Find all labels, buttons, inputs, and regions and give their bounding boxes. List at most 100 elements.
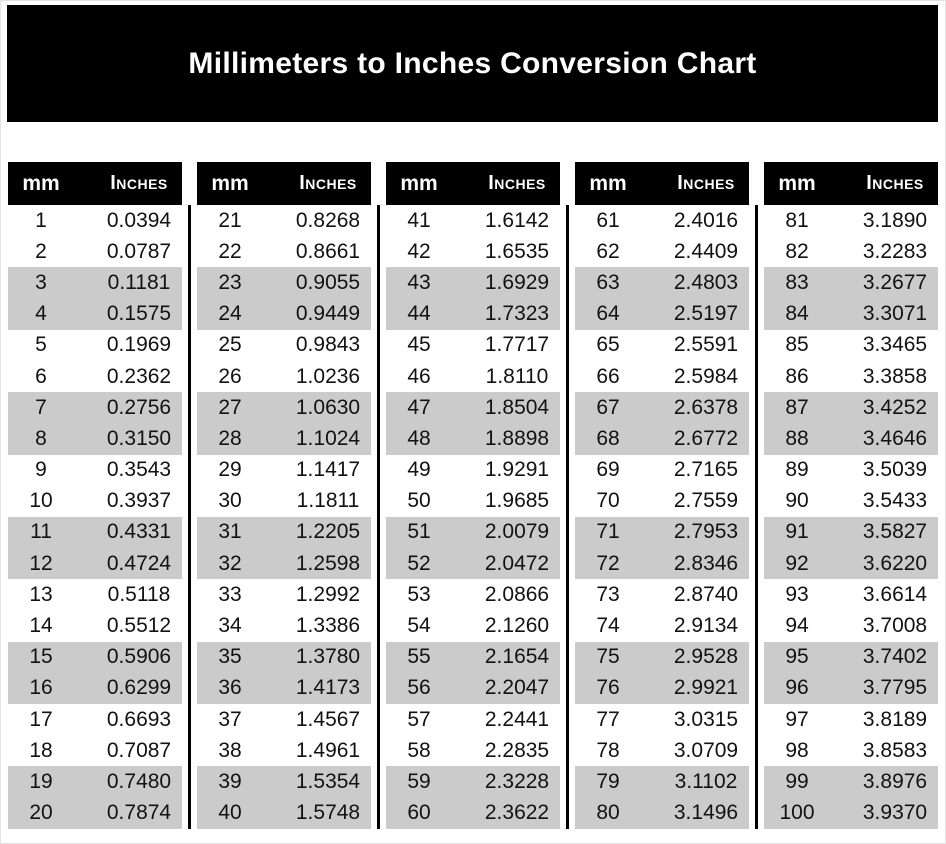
inches-cell: 2.6378 [673,395,739,419]
table-row: 22 0.8661 [197,236,371,267]
mm-cell: 40 [218,801,242,825]
mm-cell: 5 [35,333,47,357]
table-row: 43 1.6929 [386,267,560,299]
mm-cell: 74 [596,614,620,638]
table-row: 52 2.0472 [386,548,560,580]
inches-cell: 0.1969 [106,333,172,357]
table-row: 36 1.4173 [197,672,371,704]
inches-cell: 3.5827 [862,520,928,544]
table-row: 93 3.6614 [764,579,938,610]
inches-cell: 2.9528 [673,645,739,669]
table-row: 3 0.1181 [8,267,182,299]
table-divider [377,205,380,829]
inches-cell: 0.5512 [106,614,172,638]
mm-cell: 68 [596,426,620,450]
inches-header-cell: Inches [488,172,546,194]
mm-cell: 62 [596,239,620,263]
mm-cell: 58 [407,738,431,762]
mm-cell: 78 [596,738,620,762]
inches-cell: 0.5118 [107,582,171,606]
inches-cell: 1.6929 [484,270,550,294]
table-row: 30 1.1811 [197,486,371,517]
table-row: 49 1.9291 [386,455,560,486]
inches-cell: 3.8976 [862,769,928,793]
table-row: 40 1.5748 [197,797,371,829]
mm-cell: 41 [407,208,431,232]
mm-cell: 55 [407,645,431,669]
inches-cell: 3.1890 [862,208,928,232]
mm-cell: 66 [596,364,620,388]
mm-cell: 35 [218,645,242,669]
table-row: 75 2.9528 [575,641,749,673]
inches-cell: 3.4646 [862,426,928,450]
table-row: 96 3.7795 [764,672,938,704]
inches-cell: 2.5591 [673,333,739,357]
table-row: 54 2.1260 [386,610,560,641]
inches-cell: 2.1260 [484,614,550,638]
mm-cell: 19 [29,769,53,793]
table-header: mm Inches [764,162,938,205]
table-header: mm Inches [386,162,560,205]
table-row: 80 3.1496 [575,797,749,829]
mm-cell: 49 [407,458,431,482]
inches-cell: 3.9370 [862,801,928,825]
table-row: 20 0.7874 [8,797,182,829]
inches-cell: 2.2835 [484,738,550,762]
mm-cell: 86 [785,364,809,388]
table-row: 74 2.9134 [575,610,749,641]
table-row: 100 3.9370 [764,797,938,829]
table-row: 98 3.8583 [764,735,938,766]
mm-cell: 2 [35,239,47,263]
mm-cell: 45 [407,333,431,357]
table-row: 68 2.6772 [575,423,749,455]
mm-cell: 100 [779,801,815,825]
inches-cell: 2.3228 [484,769,550,793]
inches-cell: 1.4961 [295,738,361,762]
table-row: 84 3.3071 [764,298,938,330]
mm-cell: 84 [785,302,809,326]
mm-cell: 47 [407,395,431,419]
mm-cell: 92 [785,551,809,575]
inches-cell: 1.0630 [295,395,361,419]
table-row: 38 1.4961 [197,735,371,766]
inches-cell: 0.7087 [106,738,172,762]
mm-cell: 61 [596,208,620,232]
inches-cell: 2.9134 [673,614,739,638]
mm-cell: 12 [29,551,53,575]
mm-cell: 54 [407,614,431,638]
conversion-table-1-20: mm Inches 1 0.0394 2 0.0787 3 0.1181 4 0.1575 5 0.1… [8,162,182,829]
mm-cell: 27 [218,395,242,419]
mm-cell: 33 [218,582,242,606]
mm-cell: 75 [596,645,620,669]
table-row: 65 2.5591 [575,330,749,361]
table-divider [188,205,191,829]
table-row: 79 3.1102 [575,766,749,798]
inches-cell: 3.2677 [862,270,928,294]
table-row: 32 1.2598 [197,548,371,580]
table-row: 53 2.0866 [386,579,560,610]
table-row: 63 2.4803 [575,267,749,299]
inches-cell: 3.5039 [862,458,928,482]
mm-cell: 73 [596,582,620,606]
mm-cell: 17 [29,707,53,731]
inches-cell: 2.0472 [484,551,550,575]
inches-cell: 2.2047 [484,676,550,700]
inches-cell: 1.3780 [295,645,361,669]
mm-cell: 90 [785,489,809,513]
inches-cell: 0.4331 [106,520,172,544]
mm-cell: 14 [29,614,53,638]
inches-cell: 3.3465 [862,333,928,357]
conversion-table-21-40: mm Inches 21 0.8268 22 0.8661 23 0.9055 24 0.9449… [197,162,371,829]
table-row: 57 2.2441 [386,704,560,735]
inches-cell: 0.6299 [106,676,172,700]
table-row: 82 3.2283 [764,236,938,267]
mm-cell: 63 [596,270,620,294]
mm-cell: 81 [785,208,809,232]
mm-cell: 71 [596,520,620,544]
inches-cell: 0.8268 [295,208,361,232]
table-row: 26 1.0236 [197,361,371,392]
mm-cell: 32 [218,551,242,575]
inches-cell: 1.3386 [295,614,361,638]
inches-cell: 0.6693 [106,707,172,731]
inches-cell: 2.8740 [673,582,739,606]
